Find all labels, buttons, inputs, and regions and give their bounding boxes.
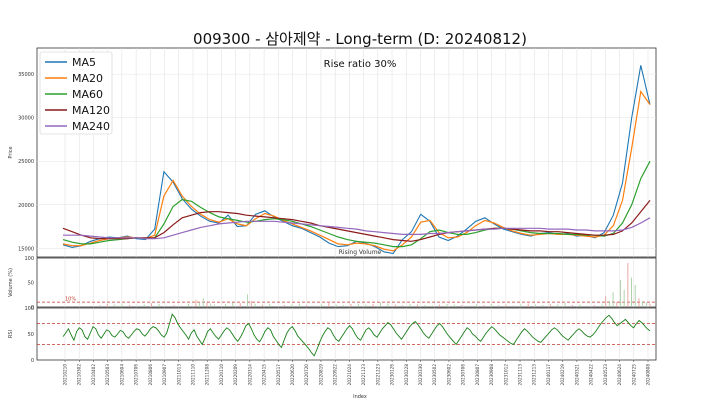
rise-ratio-annotation: Rise ratio 30% [324, 59, 397, 70]
x-tick-label: 20240624 [617, 364, 622, 386]
x-tick-label: 20221024 [347, 364, 352, 386]
series-line-ma60 [62, 160, 651, 248]
legend-label-ma240: MA240 [72, 120, 110, 133]
volume-tick-label: 0 [31, 305, 34, 311]
legend-box [39, 51, 113, 135]
price-axis-label: Price [8, 146, 14, 158]
x-tick-label: 20231012 [503, 364, 508, 386]
x-tick-label: 20240422 [589, 364, 594, 386]
x-tick-label: 20240523 [603, 364, 608, 386]
series-line-ma120 [62, 200, 651, 242]
x-tick-label: 20230502 [432, 364, 437, 386]
x-tick-label: 20210706 [134, 364, 139, 386]
rsi-line [62, 313, 651, 357]
x-tick-label: 20210806 [148, 364, 153, 386]
x-tick-label: 20210302 [77, 364, 82, 386]
x-tick-label: 20220314 [247, 364, 252, 386]
price-tick-label: 30000 [18, 116, 34, 122]
legend-label-ma60: MA60 [72, 88, 103, 101]
x-tick-label: 20220110 [219, 364, 224, 386]
x-tick-label: 20210210 [63, 364, 68, 386]
x-tick-label: 20231113 [518, 364, 523, 386]
x-tick-label: 20220415 [262, 364, 267, 386]
x-tick-label: 20221223 [375, 364, 380, 386]
x-tick-label: 20221123 [361, 364, 366, 386]
volume-panel-frame [36, 257, 657, 308]
x-tick-label: 20230602 [446, 364, 451, 386]
price-tick-label: 15000 [18, 246, 34, 252]
x-tick-label: 20240808 [646, 364, 651, 386]
x-tick-label: 20220922 [333, 364, 338, 386]
x-tick-label: 20230330 [418, 364, 423, 386]
price-tick-label: 25000 [18, 159, 34, 165]
x-tick-label: 20220720 [304, 364, 309, 386]
x-tick-label: 20231213 [532, 364, 537, 386]
legend-label-ma20: MA20 [72, 72, 103, 85]
x-tick-label: 20220819 [318, 364, 323, 386]
price-tick-label: 35000 [18, 72, 34, 78]
x-tick-label: 20210907 [162, 364, 167, 386]
x-tick-label: 20220209 [233, 364, 238, 386]
price-panel-frame [36, 47, 657, 258]
x-tick-label: 20220517 [276, 364, 281, 386]
chart-title: 009300 - 삼아제약 - Long-term (D: 20240812) [193, 30, 527, 48]
x-tick-label: 20230706 [461, 364, 466, 386]
x-tick-label: 20240219 [560, 364, 565, 386]
volume-axis-label: Volume (%) [8, 268, 14, 297]
volume-tick-label: 50 [28, 281, 34, 287]
rsi-tick-label: 0 [31, 358, 34, 364]
x-tick-label: 20240321 [574, 364, 579, 386]
volume-tick-label: 100 [24, 256, 34, 262]
x-tick-label: 20230126 [390, 364, 395, 386]
x-tick-label: 20230228 [404, 364, 409, 386]
legend-label-ma5: MA5 [72, 56, 96, 69]
x-tick-label: 20240117 [546, 364, 551, 386]
x-tick-label: 20210503 [105, 364, 110, 386]
legend-label-ma120: MA120 [72, 104, 110, 117]
x-tick-label: 20210604 [119, 364, 124, 386]
x-tick-label: 20220620 [290, 364, 295, 386]
volume-threshold-label: 10% [65, 297, 76, 303]
x-axis-label: Index [353, 394, 367, 400]
x-tick-label: 20211208 [205, 364, 210, 386]
x-tick-label: 20211110 [190, 364, 195, 386]
x-tick-label: 20211013 [176, 364, 181, 386]
rsi-panel-frame [36, 307, 657, 361]
rsi-axis-label: RSI [8, 330, 14, 338]
x-tick-label: 20240725 [631, 364, 636, 386]
rsi-tick-label: 100 [24, 306, 34, 312]
rsi-tick-label: 50 [28, 332, 34, 338]
x-tick-label: 20230807 [475, 364, 480, 386]
x-tick-label: 20230908 [489, 364, 494, 386]
series-line-ma240 [63, 217, 651, 240]
price-tick-label: 20000 [18, 203, 34, 209]
volume-overlay-label: Rising Volume [339, 249, 382, 256]
x-tick-label: 20210402 [91, 364, 96, 386]
